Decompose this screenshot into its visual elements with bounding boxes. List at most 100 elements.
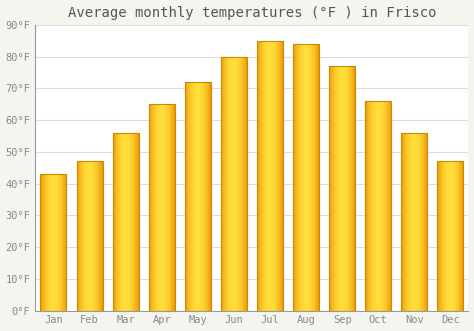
- Bar: [452, 162, 453, 310]
- Bar: [52, 174, 53, 310]
- Bar: [64, 174, 65, 310]
- Bar: [318, 44, 319, 310]
- Bar: [238, 57, 239, 310]
- Bar: [149, 104, 175, 310]
- Bar: [424, 133, 425, 310]
- Bar: [91, 162, 92, 310]
- Bar: [56, 174, 57, 310]
- Bar: [298, 44, 299, 310]
- Bar: [160, 104, 161, 310]
- Bar: [194, 82, 195, 310]
- Bar: [126, 133, 127, 310]
- Bar: [444, 162, 445, 310]
- Bar: [354, 66, 355, 310]
- Bar: [159, 104, 160, 310]
- Bar: [463, 162, 464, 310]
- Bar: [267, 41, 268, 310]
- Bar: [206, 82, 207, 310]
- Bar: [277, 41, 278, 310]
- Bar: [62, 174, 63, 310]
- Bar: [377, 101, 378, 310]
- Bar: [454, 162, 455, 310]
- Bar: [336, 66, 337, 310]
- Bar: [401, 133, 427, 310]
- Bar: [242, 57, 243, 310]
- Bar: [425, 133, 426, 310]
- Bar: [203, 82, 204, 310]
- Bar: [453, 162, 454, 310]
- Bar: [156, 104, 157, 310]
- Bar: [348, 66, 349, 310]
- Bar: [280, 41, 281, 310]
- Bar: [155, 104, 156, 310]
- Bar: [447, 162, 448, 310]
- Bar: [458, 162, 459, 310]
- Bar: [232, 57, 233, 310]
- Bar: [350, 66, 351, 310]
- Bar: [170, 104, 171, 310]
- Bar: [329, 66, 330, 310]
- Bar: [196, 82, 197, 310]
- Bar: [331, 66, 332, 310]
- Bar: [345, 66, 346, 310]
- Bar: [122, 133, 123, 310]
- Bar: [302, 44, 303, 310]
- Bar: [130, 133, 131, 310]
- Bar: [235, 57, 236, 310]
- Bar: [370, 101, 371, 310]
- Bar: [127, 133, 128, 310]
- Bar: [80, 162, 81, 310]
- Bar: [382, 101, 383, 310]
- Bar: [197, 82, 198, 310]
- Bar: [259, 41, 260, 310]
- Bar: [49, 174, 50, 310]
- Bar: [121, 133, 122, 310]
- Bar: [413, 133, 414, 310]
- Bar: [98, 162, 99, 310]
- Bar: [307, 44, 308, 310]
- Bar: [439, 162, 440, 310]
- Bar: [387, 101, 388, 310]
- Bar: [114, 133, 115, 310]
- Bar: [40, 174, 41, 310]
- Bar: [244, 57, 245, 310]
- Bar: [317, 44, 318, 310]
- Bar: [269, 41, 270, 310]
- Bar: [440, 162, 441, 310]
- Bar: [378, 101, 379, 310]
- Bar: [460, 162, 461, 310]
- Bar: [241, 57, 242, 310]
- Bar: [133, 133, 134, 310]
- Bar: [459, 162, 460, 310]
- Bar: [281, 41, 282, 310]
- Bar: [294, 44, 295, 310]
- Bar: [191, 82, 192, 310]
- Bar: [402, 133, 403, 310]
- Bar: [279, 41, 280, 310]
- Bar: [262, 41, 263, 310]
- Bar: [404, 133, 405, 310]
- Bar: [418, 133, 419, 310]
- Bar: [293, 44, 319, 310]
- Bar: [43, 174, 44, 310]
- Bar: [185, 82, 186, 310]
- Bar: [239, 57, 240, 310]
- Bar: [372, 101, 373, 310]
- Bar: [381, 101, 382, 310]
- Bar: [233, 57, 234, 310]
- Bar: [207, 82, 208, 310]
- Bar: [409, 133, 410, 310]
- Bar: [169, 104, 170, 310]
- Bar: [329, 66, 355, 310]
- Bar: [78, 162, 79, 310]
- Bar: [443, 162, 444, 310]
- Bar: [245, 57, 246, 310]
- Bar: [204, 82, 205, 310]
- Bar: [461, 162, 462, 310]
- Bar: [131, 133, 132, 310]
- Bar: [173, 104, 174, 310]
- Bar: [368, 101, 369, 310]
- Bar: [174, 104, 175, 310]
- Bar: [410, 133, 411, 310]
- Bar: [200, 82, 201, 310]
